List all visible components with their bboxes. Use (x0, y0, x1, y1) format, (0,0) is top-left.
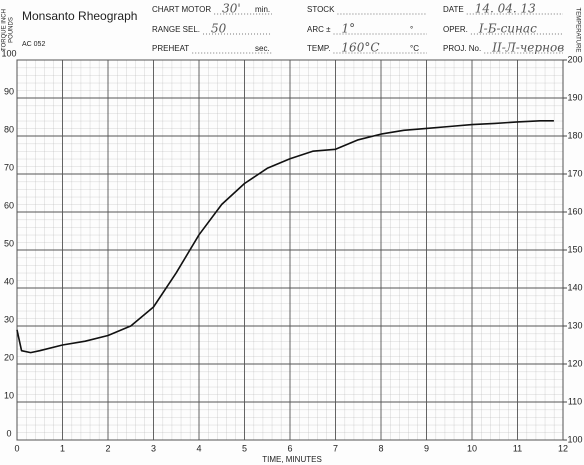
y2-tick-label: 160 (567, 206, 582, 216)
y2-tick-label: 100 (567, 434, 582, 444)
y-tick-label: 30 (4, 314, 14, 324)
y2-tick-label: 190 (567, 92, 582, 102)
x-tick-label: 10 (467, 443, 477, 453)
x-tick-label: 7 (333, 443, 338, 453)
field-unit: min. (255, 5, 270, 14)
field-label: PROJ. No. (443, 44, 481, 53)
x-tick-label: 9 (424, 443, 429, 453)
y-label: TORQUE INCH (2, 9, 8, 51)
x-tick-label: 1 (60, 443, 65, 453)
field-unit: ° (410, 25, 413, 34)
x-label: TIME, MINUTES (262, 455, 322, 464)
y2-tick-label: 200 (567, 54, 582, 64)
field-value: II-Л-чернов (491, 41, 564, 55)
y2-tick-label: 180 (567, 130, 582, 140)
field-label: ARC ± (307, 25, 331, 34)
y2-tick-label: 130 (567, 320, 582, 330)
y-tick-label: 80 (4, 124, 14, 134)
y2-label: TEMPERATURE (574, 8, 580, 53)
y-label: POUNDS (9, 17, 15, 43)
curve (16, 120, 554, 354)
field-value: 30' (222, 2, 241, 16)
y-tick-label: 0 (6, 428, 11, 438)
field-value: 160°C (341, 41, 379, 55)
x-tick-label: 8 (378, 443, 383, 453)
y-tick-label: 60 (4, 200, 14, 210)
y2-tick-label: 170 (567, 168, 582, 178)
field-label: RANGE SEL. (152, 25, 200, 34)
x-tick-label: 12 (558, 443, 568, 453)
field-value: 14. 04. 13 (475, 2, 536, 16)
x-tick-label: 6 (287, 443, 292, 453)
x-tick-label: 2 (105, 443, 110, 453)
field-label: DATE (443, 5, 464, 14)
field-label: TEMP. (307, 44, 330, 53)
field-label: CHART MOTOR (152, 5, 211, 14)
y2-tick-label: 120 (567, 358, 582, 368)
y2-tick-label: 110 (568, 396, 582, 406)
form-code: AC 052 (22, 41, 45, 48)
field-unit: °C (410, 44, 419, 53)
x-tick-label: 4 (196, 443, 201, 453)
y-tick-label: 90 (4, 86, 14, 96)
field-label: PREHEAT (152, 44, 189, 53)
field-unit: sec. (255, 44, 270, 53)
y-tick-label: 40 (4, 276, 14, 286)
y-tick-label: 20 (4, 352, 14, 362)
chart-title: Monsanto Rheograph (22, 9, 137, 23)
field-label: OPER. (443, 25, 468, 34)
y2-tick-label: 140 (567, 282, 582, 292)
y-tick-label: 10 (4, 390, 14, 400)
field-value: I-Б-синас (478, 22, 537, 36)
field-value: 1° (342, 22, 356, 36)
field-label: STOCK (307, 5, 335, 14)
y2-tick-label: 150 (567, 244, 582, 254)
x-tick-label: 5 (242, 443, 247, 453)
x-tick-label: 11 (513, 443, 522, 453)
x-tick-label: 0 (14, 443, 19, 453)
y-tick-label: 70 (4, 162, 14, 172)
field-value: 50 (211, 22, 227, 36)
y-tick-label: 100 (1, 48, 16, 58)
y-tick-label: 50 (4, 238, 14, 248)
x-tick-label: 3 (151, 443, 156, 453)
